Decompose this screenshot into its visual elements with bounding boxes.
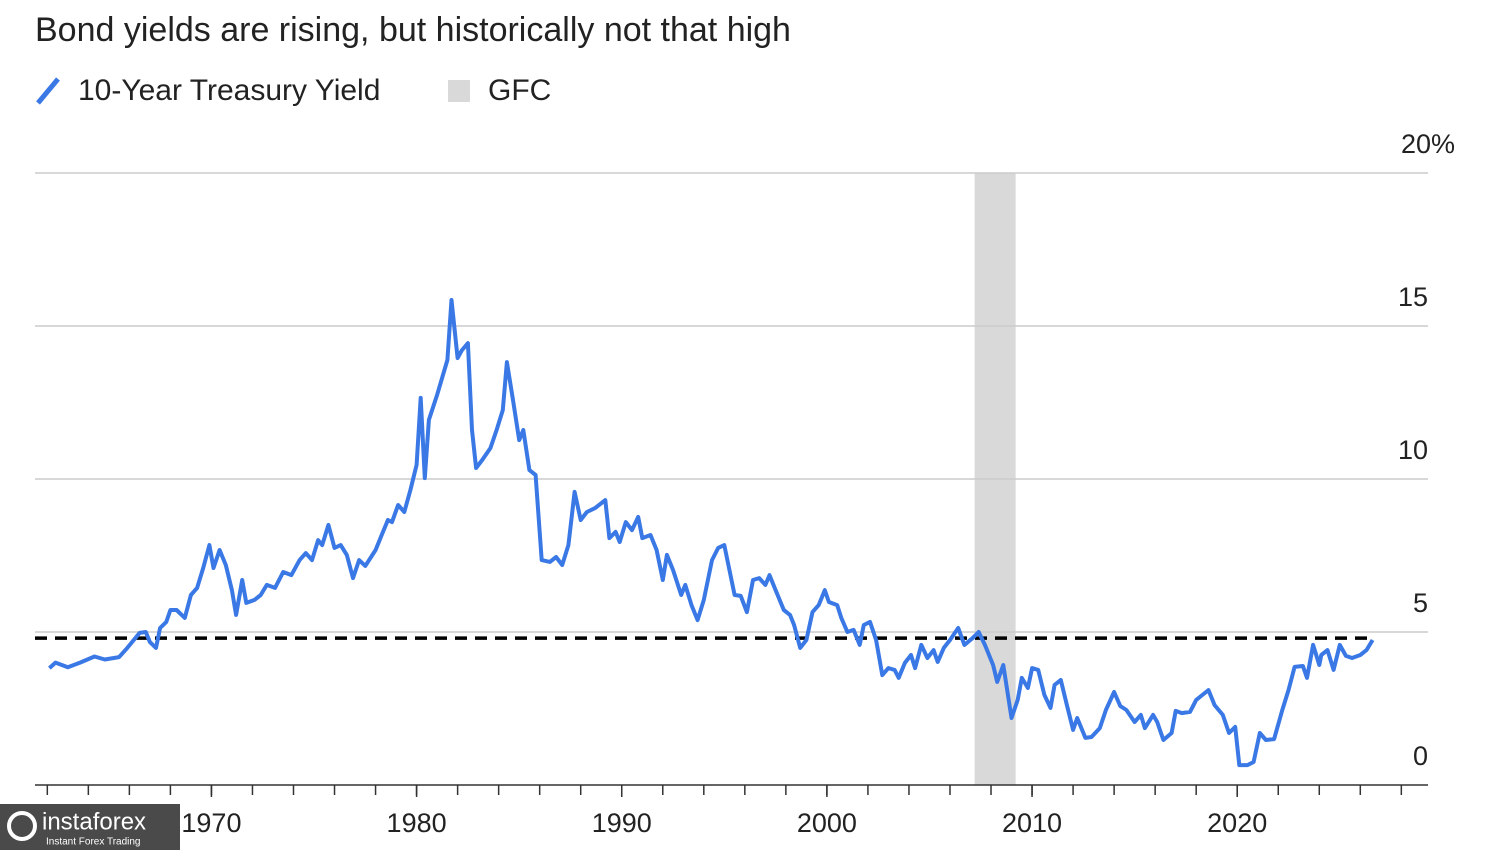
watermark-brand: instaforex xyxy=(42,808,146,835)
watermark-logo xyxy=(7,811,37,841)
x-tick-label: 1970 xyxy=(181,808,241,838)
legend-label: GFC xyxy=(488,74,551,107)
legend-label: 10-Year Treasury Yield xyxy=(78,74,380,107)
chart-title: Bond yields are rising, but historically… xyxy=(35,11,791,49)
y-tick-label: 10 xyxy=(1398,435,1428,465)
y-tick-label: 15 xyxy=(1398,282,1428,312)
x-tick-label: 2010 xyxy=(1002,808,1062,838)
legend-shade-icon xyxy=(448,80,470,102)
y-tick-label: 20% xyxy=(1401,129,1455,159)
y-tick-label: 5 xyxy=(1413,588,1428,618)
x-tick-label: 2000 xyxy=(797,808,857,838)
watermark: instaforex Instant Forex Trading xyxy=(0,804,180,850)
legend-line-icon xyxy=(36,77,60,105)
watermark-tagline: Instant Forex Trading xyxy=(46,837,141,848)
y-tick-label: 0 xyxy=(1413,741,1428,771)
x-tick-label: 1980 xyxy=(387,808,447,838)
x-tick-label: 2020 xyxy=(1207,808,1267,838)
watermark-box xyxy=(0,804,180,850)
x-tick-label: 1990 xyxy=(592,808,652,838)
yield-line xyxy=(48,298,1375,768)
